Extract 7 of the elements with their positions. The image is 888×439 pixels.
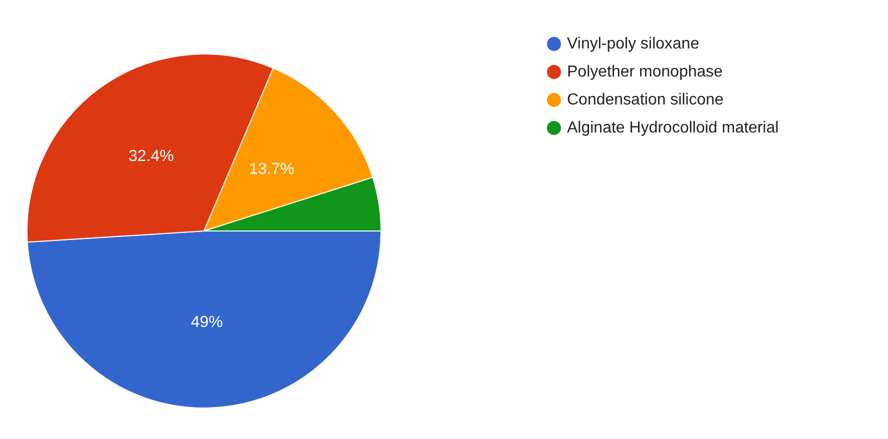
legend-label: Condensation silicone (567, 92, 724, 108)
data-label: 49% (190, 314, 223, 331)
data-label: 32.4% (128, 148, 174, 165)
legend-label: Vinyl-poly siloxane (567, 36, 700, 52)
legend-label: Alginate Hydrocolloid material (567, 120, 779, 136)
legend-label: Polyether monophase (567, 64, 723, 80)
data-label: 13.7% (248, 160, 294, 178)
